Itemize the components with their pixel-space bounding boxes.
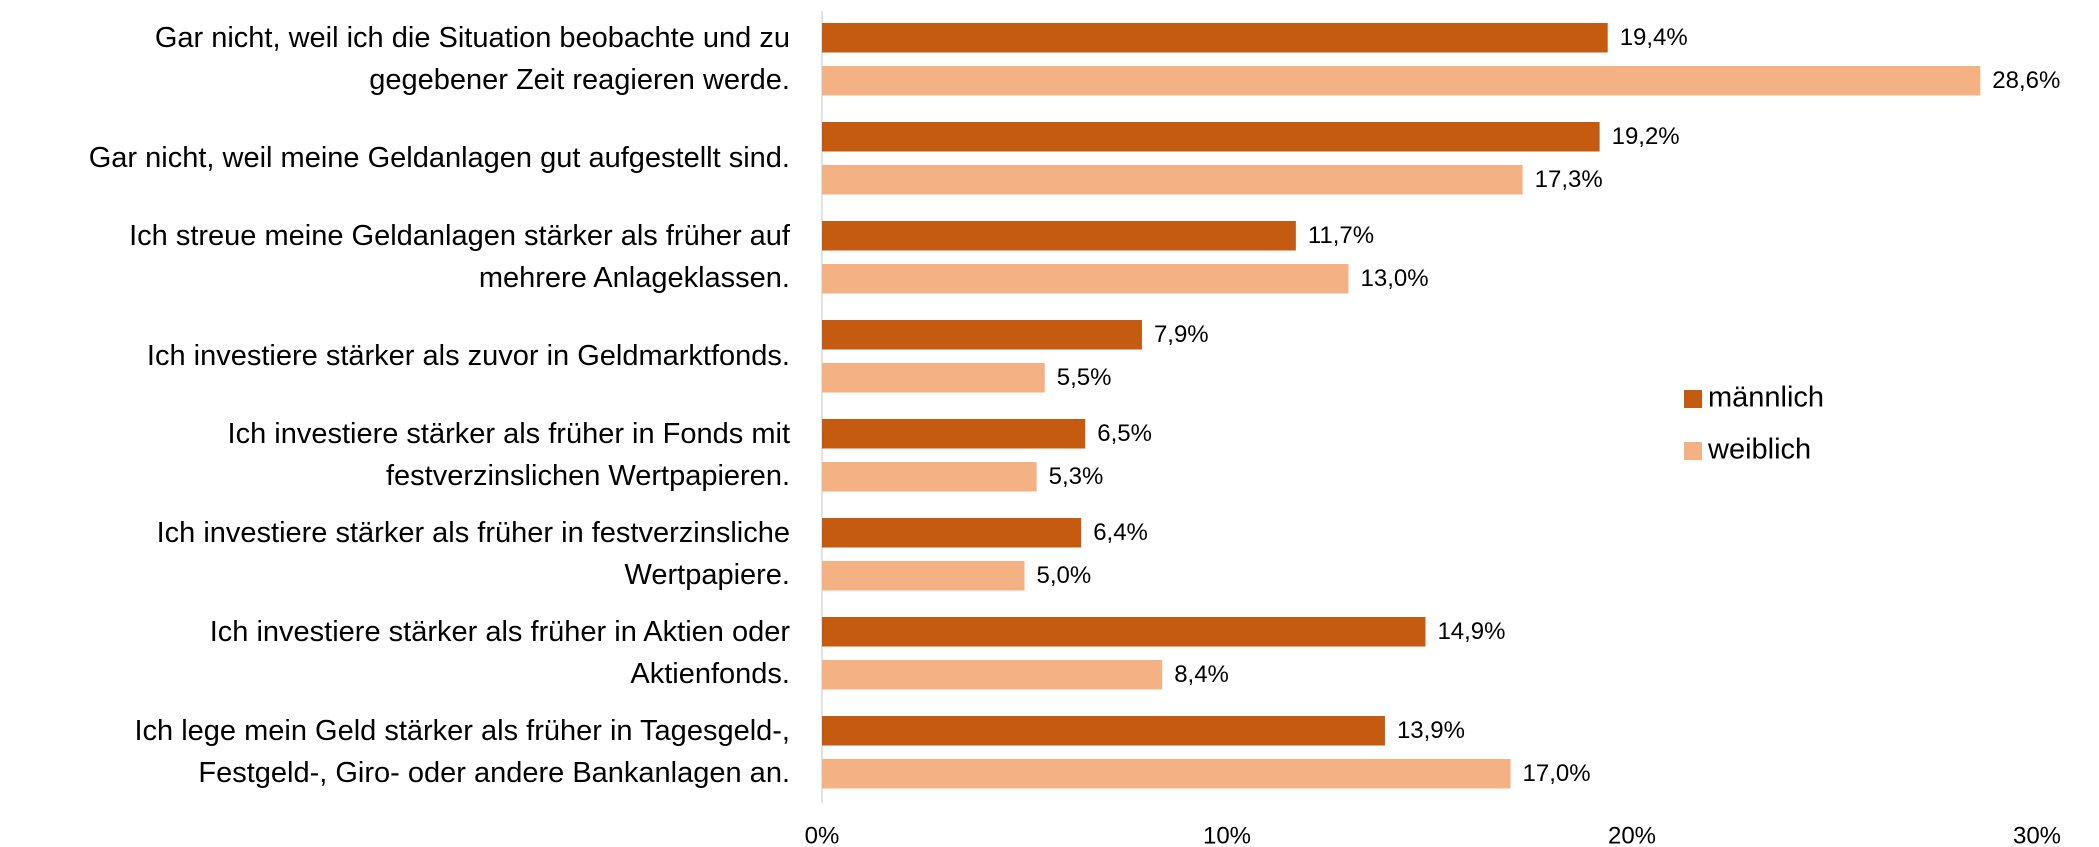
x-tick-label: 0%	[805, 822, 840, 847]
value-label: 5,3%	[1049, 463, 1104, 490]
value-label: 13,9%	[1397, 717, 1465, 744]
bar	[822, 561, 1025, 591]
value-label: 17,0%	[1523, 760, 1591, 787]
bar	[822, 759, 1511, 789]
legend-swatch	[1684, 390, 1702, 408]
category-label: Ich lege mein Geld stärker als früher in…	[134, 714, 790, 789]
bar	[822, 419, 1086, 449]
bar	[822, 617, 1426, 647]
value-label: 11,7%	[1308, 222, 1374, 249]
value-label: 19,2%	[1612, 123, 1680, 150]
bar	[822, 221, 1296, 251]
value-label: 5,0%	[1037, 562, 1092, 589]
category-label: Ich investiere stärker als früher in Akt…	[209, 615, 790, 690]
category-label: Gar nicht, weil ich die Situation beobac…	[154, 21, 790, 96]
value-label: 8,4%	[1174, 661, 1229, 688]
x-tick-label: 10%	[1203, 822, 1251, 847]
value-label: 6,4%	[1093, 519, 1148, 546]
category-label: Ich streue meine Geldanlagen stärker als…	[129, 219, 790, 294]
legend-label: männlich	[1708, 382, 1824, 414]
bar	[822, 462, 1037, 492]
bar	[822, 264, 1349, 294]
value-label: 17,3%	[1535, 166, 1603, 193]
bar	[822, 660, 1163, 690]
value-label: 13,0%	[1361, 265, 1429, 292]
value-label: 28,6%	[1992, 67, 2060, 94]
value-label: 14,9%	[1437, 618, 1505, 645]
bar	[822, 320, 1142, 350]
value-label: 5,5%	[1057, 364, 1112, 391]
category-label: Gar nicht, weil meine Geldanlagen gut au…	[88, 141, 790, 174]
category-label: Ich investiere stärker als früher in Fon…	[227, 417, 790, 492]
bar	[822, 518, 1082, 548]
bar	[822, 66, 1981, 96]
bar	[822, 363, 1045, 393]
legend-label: weiblich	[1707, 434, 1811, 466]
bar	[822, 122, 1600, 152]
legend-swatch	[1684, 442, 1702, 460]
value-label: 6,5%	[1097, 420, 1152, 447]
bar	[822, 23, 1608, 53]
value-label: 7,9%	[1154, 321, 1209, 348]
x-tick-label: 30%	[2013, 822, 2061, 847]
value-label: 19,4%	[1620, 24, 1688, 51]
bar	[822, 716, 1385, 746]
category-label: Ich investiere stärker als früher in fes…	[156, 516, 790, 591]
x-tick-label: 20%	[1608, 822, 1656, 847]
bar	[822, 165, 1523, 195]
category-label: Ich investiere stärker als zuvor in Geld…	[146, 339, 790, 372]
